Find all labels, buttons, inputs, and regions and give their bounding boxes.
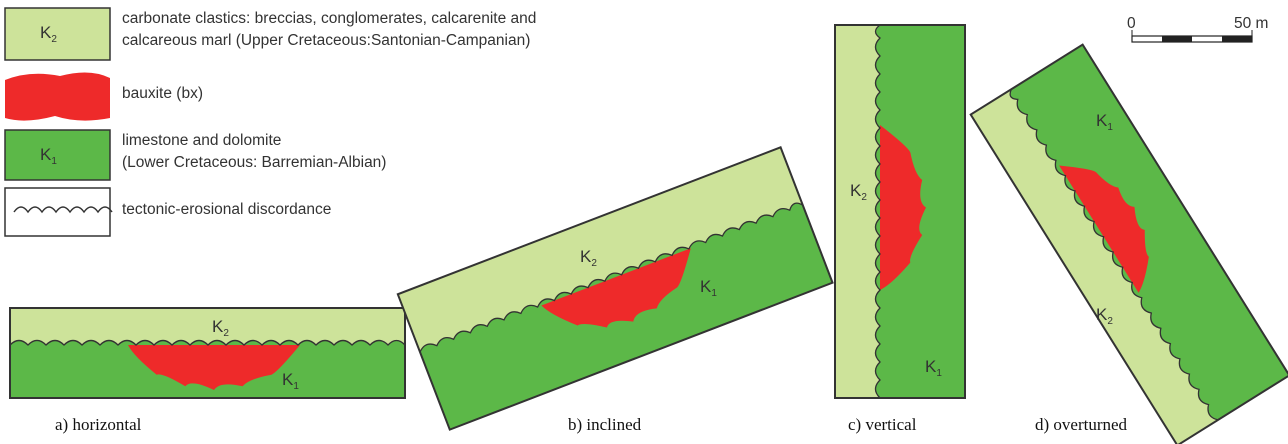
legend-k1-box <box>4 129 111 181</box>
scale-zero: 0 <box>1127 15 1136 32</box>
panel-shape <box>396 146 834 431</box>
unit-label-sub: 2 <box>861 192 867 203</box>
unit-label-base: K <box>925 357 937 376</box>
unit-label: K2 <box>850 181 867 203</box>
panel-caption: a) horizontal <box>55 415 142 434</box>
unit-label-sub: 2 <box>223 328 229 339</box>
discordance <box>419 202 804 353</box>
unit-label: K2 <box>1096 305 1113 327</box>
bauxite <box>1059 165 1149 293</box>
panel-shape <box>834 24 966 399</box>
legend-text: (Lower Cretaceous: Barremian-Albian) <box>122 154 386 171</box>
unit-label-base: K <box>580 247 592 266</box>
legend-discordance-box <box>4 187 111 237</box>
unit-label-base: K <box>850 181 862 200</box>
unit-label-base: K <box>700 277 712 296</box>
legend-text: carbonate clastics: breccias, conglomera… <box>122 10 536 27</box>
panel-caption: d) overturned <box>1035 415 1128 434</box>
legend-wave <box>13 206 113 214</box>
legend-symbol-base: K <box>40 145 52 164</box>
unit-label-sub: 1 <box>936 368 942 379</box>
unit-label-sub: 2 <box>591 258 597 269</box>
legend-text: bauxite (bx) <box>122 85 203 102</box>
bauxite <box>128 345 300 390</box>
legend-k2-box <box>4 7 111 61</box>
bauxite <box>880 125 926 290</box>
legend-bauxite-box <box>5 72 110 121</box>
k1-area <box>1010 44 1288 420</box>
legend-symbol: K2 <box>40 23 57 45</box>
legend-text: tectonic-erosional discordance <box>122 201 331 218</box>
unit-label: K2 <box>212 317 229 339</box>
panel-outline <box>969 43 1288 444</box>
legend-text: calcareous marl (Upper Cretaceous:Santon… <box>122 32 530 49</box>
unit-label-sub: 1 <box>711 288 717 299</box>
panel-caption: b) inclined <box>568 415 642 434</box>
discordance <box>1009 88 1219 421</box>
legend-symbol-sub: 1 <box>51 156 57 167</box>
unit-label-base: K <box>1096 111 1108 130</box>
legend-symbol: K1 <box>40 145 57 167</box>
bauxite <box>541 248 691 328</box>
scale-length: 50 m <box>1234 15 1268 32</box>
unit-label: K1 <box>1096 111 1113 133</box>
unit-label: K1 <box>700 277 717 299</box>
unit-label-base: K <box>282 370 294 389</box>
unit-label-sub: 1 <box>1107 122 1113 133</box>
unit-label-sub: 1 <box>293 381 299 392</box>
panel-caption: c) vertical <box>848 415 917 434</box>
discordance <box>874 24 881 399</box>
panels <box>9 24 1288 444</box>
unit-label-sub: 2 <box>1107 316 1113 327</box>
panel-outline <box>396 146 834 431</box>
unit-label: K1 <box>282 370 299 392</box>
unit-label-base: K <box>212 317 224 336</box>
unit-label-base: K <box>1096 305 1108 324</box>
legend-symbol-base: K <box>40 23 52 42</box>
unit-label: K2 <box>580 247 597 269</box>
panel-shape <box>969 43 1288 444</box>
scale-bar <box>1131 30 1253 43</box>
legend-symbol-sub: 2 <box>51 34 57 45</box>
panel-outline <box>834 24 966 399</box>
unit-label: K1 <box>925 357 942 379</box>
legend-text: limestone and dolomite <box>122 132 281 149</box>
panel-shape <box>9 307 406 399</box>
discordance <box>9 339 406 346</box>
panel-outline <box>9 307 406 399</box>
